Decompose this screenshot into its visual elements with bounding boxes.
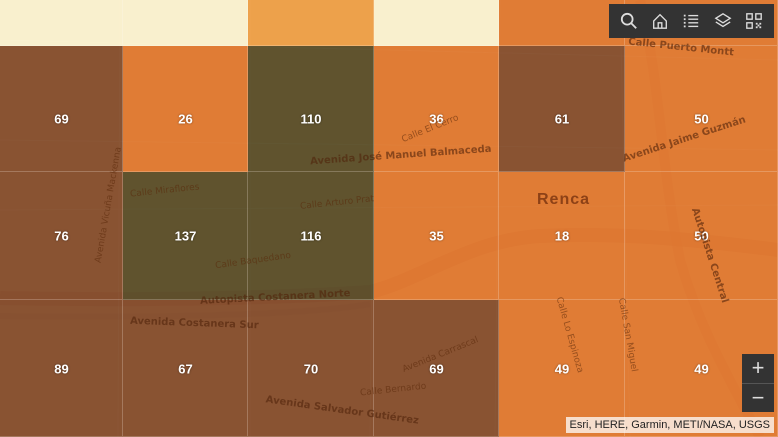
- cell-value: 76: [54, 228, 69, 244]
- grid-cell[interactable]: [499, 0, 625, 46]
- grid-cell[interactable]: [248, 0, 374, 46]
- cell-value: 49: [554, 361, 570, 376]
- grid-cell[interactable]: [374, 0, 499, 46]
- search-icon: [620, 12, 637, 29]
- grid-cell[interactable]: [625, 172, 778, 300]
- cell-value: 70: [303, 361, 319, 376]
- grid-cell[interactable]: [499, 300, 625, 437]
- grid-cell[interactable]: [499, 172, 625, 300]
- cell-value: 137: [174, 228, 197, 244]
- cell-value: 61: [554, 111, 570, 127]
- cell-value: 18: [554, 228, 570, 244]
- cell-value: 69: [54, 111, 69, 127]
- map-attribution: Esri, HERE, Garmin, METI/NASA, USGS: [565, 417, 774, 433]
- cell-value: 36: [429, 111, 444, 127]
- legend-icon: [684, 14, 699, 28]
- cell-value: 50: [694, 228, 709, 244]
- grid-cell[interactable]: [248, 300, 374, 437]
- qr-code-button[interactable]: [739, 6, 769, 36]
- grid-cell[interactable]: [248, 46, 374, 172]
- search-button[interactable]: [614, 6, 644, 36]
- grid-cell[interactable]: [374, 300, 499, 437]
- grid-cell[interactable]: [0, 300, 123, 437]
- qr-code-icon: [746, 13, 763, 29]
- zoom-in-button[interactable]: +: [751, 355, 765, 381]
- grid-cell[interactable]: [0, 172, 123, 300]
- cell-value: 50: [694, 111, 709, 127]
- grid-cell[interactable]: [0, 0, 123, 46]
- cell-value: 67: [178, 361, 193, 376]
- grid-cell[interactable]: [123, 0, 248, 46]
- home-icon: [653, 13, 668, 29]
- cell-value: 35: [429, 228, 444, 244]
- zoom-out-button[interactable]: −: [742, 382, 774, 413]
- grid-cell[interactable]: [499, 46, 625, 172]
- grid-cell[interactable]: [625, 46, 778, 172]
- zoom-control: + −: [742, 354, 774, 412]
- cell-value: 26: [178, 111, 193, 127]
- home-button[interactable]: [645, 6, 675, 36]
- grid-cell[interactable]: [374, 172, 499, 300]
- layers-icon: [714, 13, 732, 28]
- layers-button[interactable]: [708, 6, 738, 36]
- place-label: Renca: [537, 191, 591, 208]
- grid-cell[interactable]: [0, 46, 123, 172]
- cell-value: 110: [300, 111, 322, 127]
- cell-value: 89: [54, 361, 69, 376]
- cell-value: 116: [300, 228, 322, 244]
- grid-cell[interactable]: [123, 172, 248, 300]
- cell-value: 49: [694, 361, 709, 376]
- grid-cell[interactable]: [248, 172, 374, 300]
- cell-value: 69: [429, 361, 444, 376]
- map-toolbar: [609, 4, 774, 38]
- legend-button[interactable]: [676, 6, 706, 36]
- grid-cell[interactable]: [374, 46, 499, 172]
- grid-cell[interactable]: [123, 46, 248, 172]
